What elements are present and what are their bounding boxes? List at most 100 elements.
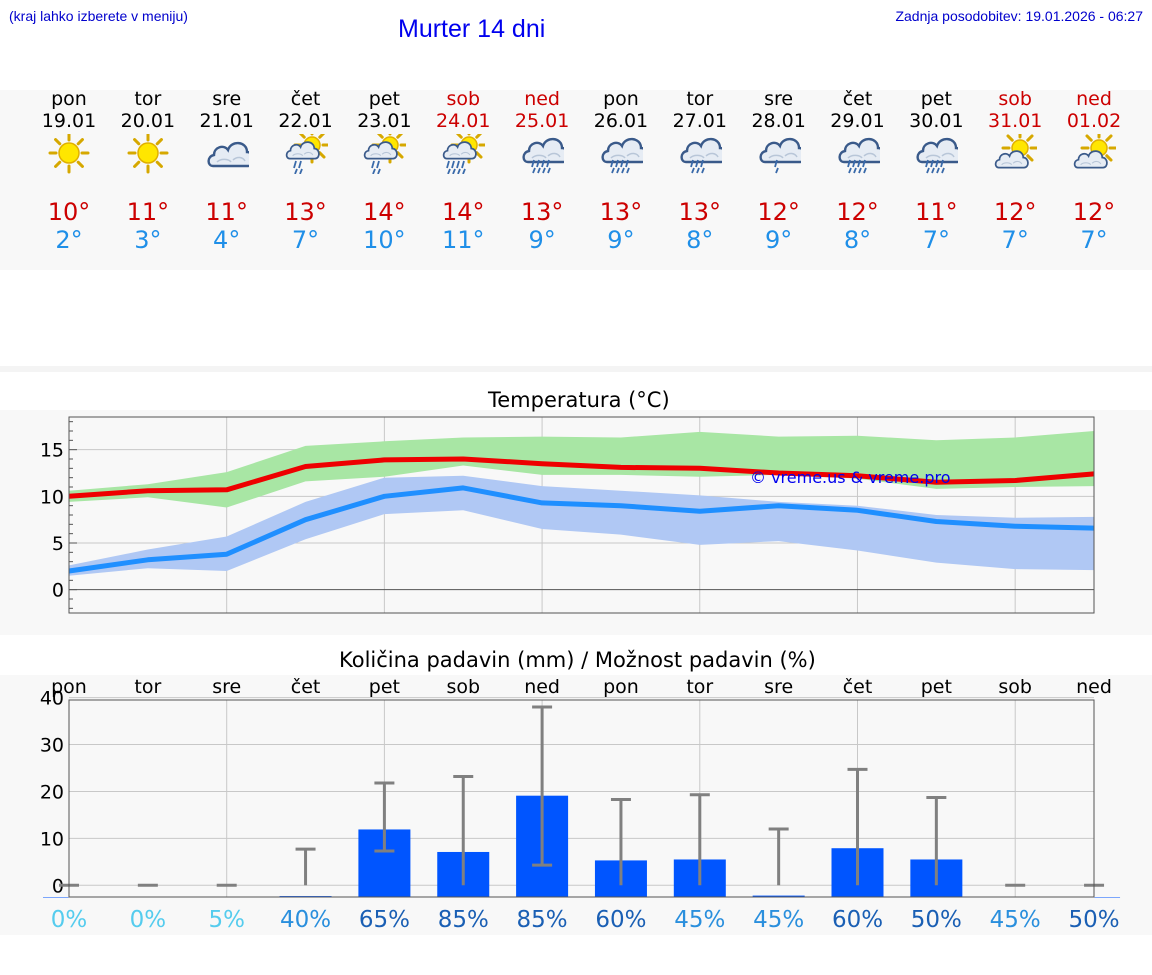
day-name: tor — [686, 88, 714, 110]
sun-icon — [48, 134, 90, 174]
day-date: 27.01 — [672, 110, 727, 132]
max-temp: 11° — [915, 198, 958, 226]
last-updated: Zadnja posodobitev: 19.01.2026 - 06:27 — [895, 8, 1143, 24]
day-date: 25.01 — [514, 110, 570, 132]
rain-drops — [610, 159, 630, 174]
weather-icon — [207, 141, 249, 168]
x-tick-label: ned — [1076, 676, 1112, 698]
sun-disc — [58, 142, 80, 164]
precip-whisker — [374, 781, 395, 853]
cloud-heavy-rain-icon — [916, 137, 959, 174]
day-date: 23.01 — [357, 110, 412, 132]
cloud-shade — [610, 152, 640, 159]
forecast-band — [0, 90, 1152, 270]
sun-rays — [127, 134, 169, 174]
precip-bar — [752, 895, 805, 897]
cloud-shade — [531, 152, 561, 159]
precip-chance-label: 50% — [911, 907, 962, 933]
precip-chart-title: Količina padavin (mm) / Možnost padavin … — [339, 648, 816, 672]
day-forecast: ned 25.01 13° 9° — [502, 88, 582, 254]
max-temp: 13° — [520, 198, 564, 226]
x-tick-label: tor — [134, 676, 161, 698]
divider — [0, 366, 1152, 372]
plot-frame — [68, 416, 1095, 614]
max-temp: 13° — [599, 198, 643, 226]
sun-cloud-heavy-rain-icon — [443, 134, 486, 174]
day-forecast: sre 28.01 12° 9° — [739, 88, 819, 254]
min-temp: 2° — [55, 226, 83, 254]
day-date: 28.01 — [751, 110, 806, 132]
cloud-shape — [601, 137, 643, 164]
cloud — [759, 137, 801, 164]
cloud-shape — [837, 137, 880, 164]
max-temp: 12° — [1072, 198, 1116, 226]
precip-chance-label: 5% — [208, 907, 245, 933]
max-temp: 13° — [678, 198, 722, 226]
max-temp: 12° — [993, 198, 1037, 226]
min-temp: 7° — [291, 226, 320, 254]
precip-chance-label: 50% — [1068, 907, 1119, 933]
temperature-chart: 0 5 10 15 © vreme.us & vreme.pro — [40, 416, 1095, 614]
min-temp: 7° — [1001, 226, 1029, 254]
sun-cloud-rain-icon — [364, 134, 407, 174]
sun-cloud-icon — [994, 134, 1038, 169]
precip-chance-label: 45% — [990, 907, 1041, 933]
weather-icon — [837, 137, 880, 174]
y-tick-label: 0 — [52, 875, 64, 897]
day-date: 26.01 — [593, 110, 649, 132]
precip-whisker — [610, 797, 631, 886]
weather-icon — [1073, 134, 1117, 169]
cloud-shade — [768, 152, 798, 159]
y-tick-label: 15 — [40, 440, 64, 462]
day-name: sob — [446, 88, 481, 110]
rain-drops — [371, 160, 382, 174]
min-temp: 8° — [686, 226, 714, 254]
max-temp: 12° — [836, 198, 879, 226]
precip-chance-label: 85% — [438, 907, 489, 933]
cloud — [680, 137, 722, 164]
precip-chance-label: 40% — [280, 907, 331, 933]
max-temp: 13° — [284, 198, 327, 226]
cloud-rain-icon — [680, 137, 722, 174]
rain-drops — [292, 160, 303, 174]
weather-icon — [127, 134, 169, 174]
day-name: ned — [1076, 88, 1112, 110]
min-temp: 9° — [607, 226, 635, 254]
min-temp-line — [68, 485, 1095, 574]
y-tick-label: 40 — [40, 688, 64, 710]
watermark: © vreme.us & vreme.pro — [750, 468, 951, 487]
x-tick-label: ned — [524, 676, 560, 698]
y-tick-label: 30 — [40, 735, 64, 757]
precip-whisker — [295, 847, 316, 886]
rain-drops — [446, 160, 467, 174]
day-forecast: pet 30.01 11° 7° — [896, 88, 976, 254]
sun-rays — [48, 134, 90, 174]
cloud-heavy-rain-icon — [601, 137, 643, 174]
weather-icon — [443, 134, 486, 174]
x-tick-label: pon — [51, 676, 87, 698]
weather-icon — [48, 134, 90, 174]
day-date: 20.01 — [120, 110, 176, 132]
cloud-shade — [1080, 160, 1102, 166]
day-forecast: čet 22.01 13° 7° — [266, 88, 346, 254]
min-temp: 7° — [1080, 226, 1108, 254]
day-forecast: sob 31.01 12° 7° — [975, 88, 1055, 254]
day-forecast: pet 23.01 14° 10° — [344, 88, 424, 254]
day-date: 29.01 — [830, 110, 885, 132]
day-forecast: pon 19.01 10° 2° — [29, 88, 109, 254]
day-forecast: sob 24.01 14° 11° — [423, 88, 503, 254]
precip-whisker — [926, 796, 947, 886]
min-temp: 11° — [441, 226, 485, 254]
y-tick-label: 20 — [40, 781, 64, 803]
precip-whisker — [768, 827, 789, 886]
day-forecast: pon 26.01 13° 9° — [581, 88, 661, 254]
day-forecast: tor 27.01 13° 8° — [660, 88, 740, 254]
cloud — [285, 141, 320, 160]
cloud-shade — [370, 151, 392, 157]
day-name: sre — [212, 88, 242, 110]
weather-icon — [916, 137, 959, 174]
precip-whisker — [847, 767, 868, 886]
max-temp: 12° — [757, 198, 800, 226]
cloud-shade — [449, 151, 471, 157]
x-tick-label: pon — [603, 676, 639, 698]
